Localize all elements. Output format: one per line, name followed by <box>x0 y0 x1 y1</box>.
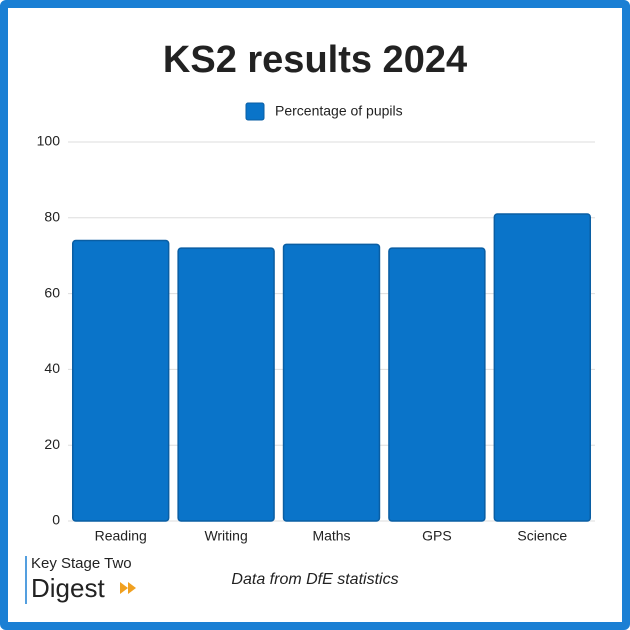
source-note: Data from DfE statistics <box>231 571 398 588</box>
bar <box>493 213 592 522</box>
legend-swatch <box>245 102 265 121</box>
chart-title: KS2 results 2024 <box>163 39 467 81</box>
y-tick-label: 60 <box>44 284 60 300</box>
bar <box>71 239 170 522</box>
logo-top: Key Stage Two <box>31 555 132 572</box>
x-tick-label: Reading <box>95 528 147 544</box>
x-tick-label: GPS <box>422 528 452 544</box>
y-tick-label: 0 <box>52 512 60 528</box>
bar <box>282 243 381 522</box>
bar <box>388 247 486 522</box>
legend-label: Percentage of pupils <box>275 103 403 119</box>
x-tick-label: Science <box>517 528 567 544</box>
logo-arrows <box>120 582 136 594</box>
y-tick-label: 100 <box>37 133 61 149</box>
logo-bottom: Digest <box>31 573 105 603</box>
y-tick-label: 80 <box>44 209 60 225</box>
bar <box>177 247 275 522</box>
x-tick-label: Writing <box>204 528 247 544</box>
y-tick-label: 20 <box>44 436 60 452</box>
y-tick-label: 40 <box>44 360 60 376</box>
x-tick-label: Maths <box>312 528 350 544</box>
